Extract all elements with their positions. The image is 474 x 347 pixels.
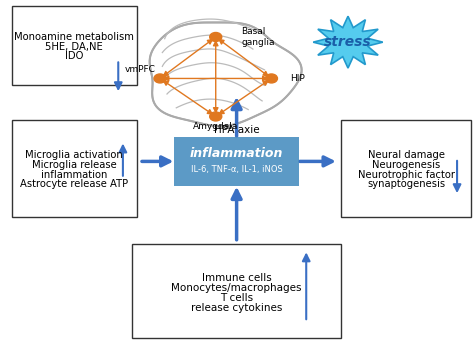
- Circle shape: [210, 33, 222, 42]
- FancyBboxPatch shape: [11, 120, 137, 217]
- Circle shape: [265, 74, 277, 83]
- Text: Microglia activation: Microglia activation: [25, 150, 123, 160]
- Text: Amygdala: Amygdala: [193, 122, 238, 132]
- Text: release cytokines: release cytokines: [191, 303, 283, 313]
- Text: Basal
ganglia: Basal ganglia: [241, 27, 275, 47]
- Circle shape: [210, 112, 222, 121]
- Text: HIP: HIP: [290, 74, 305, 83]
- Text: IDO: IDO: [65, 51, 83, 61]
- FancyBboxPatch shape: [341, 120, 471, 217]
- Text: vmPFC: vmPFC: [125, 65, 155, 74]
- Text: Immune cells: Immune cells: [202, 272, 272, 282]
- Text: T cells: T cells: [220, 293, 253, 303]
- FancyBboxPatch shape: [132, 244, 341, 338]
- Text: Neural damage: Neural damage: [367, 150, 445, 160]
- Text: Microglia release: Microglia release: [32, 160, 117, 170]
- Text: HPA axie: HPA axie: [214, 125, 259, 135]
- Polygon shape: [150, 23, 301, 126]
- Text: inflammation: inflammation: [41, 170, 108, 180]
- Text: inflammation: inflammation: [190, 147, 283, 160]
- Text: Astrocyte release ATP: Astrocyte release ATP: [20, 179, 128, 189]
- Text: 5HE, DA,NE: 5HE, DA,NE: [46, 42, 103, 52]
- Text: Neurogenesis: Neurogenesis: [372, 160, 440, 170]
- FancyBboxPatch shape: [11, 6, 137, 85]
- Text: Neurotrophic factor: Neurotrophic factor: [357, 170, 455, 180]
- FancyBboxPatch shape: [174, 137, 299, 186]
- Text: stress: stress: [324, 35, 372, 49]
- Polygon shape: [313, 16, 383, 68]
- Circle shape: [154, 74, 166, 83]
- Text: Monocytes/macrophages: Monocytes/macrophages: [172, 283, 302, 293]
- Text: synaptogenesis: synaptogenesis: [367, 179, 445, 189]
- Text: IL-6, TNF-α, IL-1, iNOS: IL-6, TNF-α, IL-1, iNOS: [191, 164, 283, 174]
- Text: Monoamine metabolism: Monoamine metabolism: [14, 32, 134, 42]
